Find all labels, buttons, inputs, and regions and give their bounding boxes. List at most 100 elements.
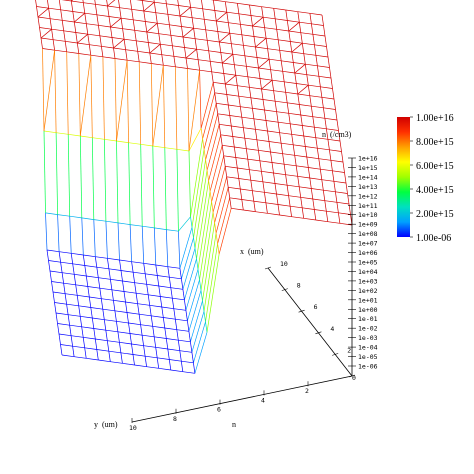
- surface-edge-359: [318, 75, 332, 79]
- surface-edge-196: [98, 277, 111, 280]
- surface-edge-544: [84, 347, 87, 359]
- surface-edge-579: [73, 21, 77, 33]
- surface-edge-335: [320, 86, 333, 89]
- z-tick-label-3: 1e+13: [358, 183, 378, 191]
- surface-edge-148: [101, 298, 114, 301]
- surface-edge-303: [225, 83, 238, 87]
- surface-edge-591: [97, 277, 101, 289]
- surface-edge-1021: [74, 12, 86, 23]
- z-tick-label-19: 1e-03: [358, 334, 378, 342]
- surface-edge-253: [203, 103, 217, 150]
- surface-edge-520: [36, 6, 39, 18]
- surface-edge-661: [119, 7, 122, 19]
- surface-edge-1015: [149, 43, 161, 54]
- surface-edge-1024: [182, 27, 194, 38]
- surface-edge-549: [76, 295, 80, 306]
- surface-edge-431: [314, 44, 327, 47]
- surface-edge-56: [155, 346, 168, 350]
- surface-edge-356: [282, 70, 295, 74]
- surface-edge-337: [53, 39, 66, 42]
- surface-edge-882: [250, 15, 253, 27]
- surface-edge-85: [214, 176, 228, 223]
- surface-edge-736: [175, 66, 178, 150]
- surface-edge-237: [302, 125, 315, 128]
- surface-edge-532: [60, 262, 63, 273]
- surface-edge-707: [176, 329, 179, 341]
- surface-edge-164: [294, 154, 307, 158]
- z-tick-label-11: 1e+05: [358, 259, 378, 267]
- surface-edge-799: [206, 40, 210, 51]
- surface-edge-845: [264, 192, 267, 203]
- surface-edge-263: [324, 117, 338, 121]
- surface-edge-120: [54, 302, 67, 305]
- surface-edge-388: [86, 23, 99, 26]
- surface-edge-546: [81, 326, 84, 338]
- surface-edge-970: [329, 149, 332, 161]
- surface-edge-245: [107, 257, 120, 261]
- surface-edge-816: [223, 73, 226, 85]
- surface-edge-135: [235, 157, 248, 160]
- surface-edge-710: [171, 298, 175, 309]
- surface-edge-444: [179, 15, 193, 19]
- surface-edge-803: [201, 0, 204, 9]
- surface-edge-329: [247, 76, 261, 79]
- surface-edge-309: [297, 93, 310, 97]
- surface-edge-347: [173, 55, 187, 59]
- surface-edge-174: [123, 291, 137, 294]
- surface-edge-282: [262, 99, 276, 102]
- surface-edge-156: [197, 191, 211, 270]
- surface-edge-259: [276, 111, 289, 114]
- surface-edge-345: [149, 52, 162, 56]
- surface-edge-10: [182, 371, 195, 374]
- surface-edge-308: [285, 91, 298, 95]
- surface-edge-590: [99, 288, 102, 299]
- surface-edge-994: [335, 109, 338, 121]
- surface-edge-332: [284, 81, 297, 84]
- surface-edge-452: [276, 28, 289, 32]
- surface-edge-119: [333, 180, 347, 184]
- surface-edge-628: [126, 312, 129, 324]
- surface-edge-442: [155, 12, 168, 15]
- surface-edge-179: [184, 258, 197, 300]
- surface-edge-397: [195, 38, 208, 41]
- surface-edge-297: [152, 145, 165, 149]
- surface-edge-835: [236, 85, 240, 97]
- surface-edge-647: [140, 324, 143, 336]
- surface-edge-573: [82, 254, 86, 266]
- surface-edge-125: [114, 310, 128, 313]
- surface-edge-577: [76, 42, 80, 54]
- surface-edge-58: [179, 350, 192, 353]
- z-tick-label-14: 1e+02: [358, 287, 378, 295]
- colorbar-label-1: 8.00e+15: [416, 137, 454, 148]
- surface-edge-145: [65, 293, 78, 296]
- surface-edge-413: [96, 14, 110, 17]
- surface-edge-105: [164, 327, 177, 331]
- surface-edge-516: [42, 48, 45, 132]
- surface-edge-529: [64, 293, 67, 305]
- surface-edge-450: [252, 25, 265, 29]
- surface-edge-499: [261, 6, 274, 9]
- surface-edge-408: [36, 6, 49, 9]
- surface-edge-181: [208, 134, 222, 181]
- surface-edge-399: [219, 41, 232, 45]
- surface-edge-283: [275, 100, 288, 104]
- surface-edge-350: [210, 60, 223, 64]
- surface-edge-61: [215, 187, 229, 234]
- surface-edge-906: [298, 186, 302, 198]
- surface-edge-70: [324, 200, 337, 203]
- surface-edge-981: [312, 34, 315, 45]
- surface-edge-502: [297, 11, 310, 14]
- surface-edge-960: [301, 43, 305, 54]
- surface-edge-779: [194, 38, 197, 50]
- surface-edge-314: [66, 51, 79, 54]
- surface-edge-420: [181, 26, 194, 29]
- surface-edge-464: [136, 0, 143, 1]
- surface-edge-540: [48, 8, 51, 19]
- surface-edge-584: [108, 351, 111, 362]
- surface-edge-678: [135, 40, 139, 52]
- surface-edge-660: [120, 18, 123, 29]
- surface-edge-167: [330, 159, 344, 163]
- surface-edge-588: [102, 309, 105, 320]
- surface-edge-23: [339, 222, 353, 226]
- surface-edge-453: [288, 30, 301, 34]
